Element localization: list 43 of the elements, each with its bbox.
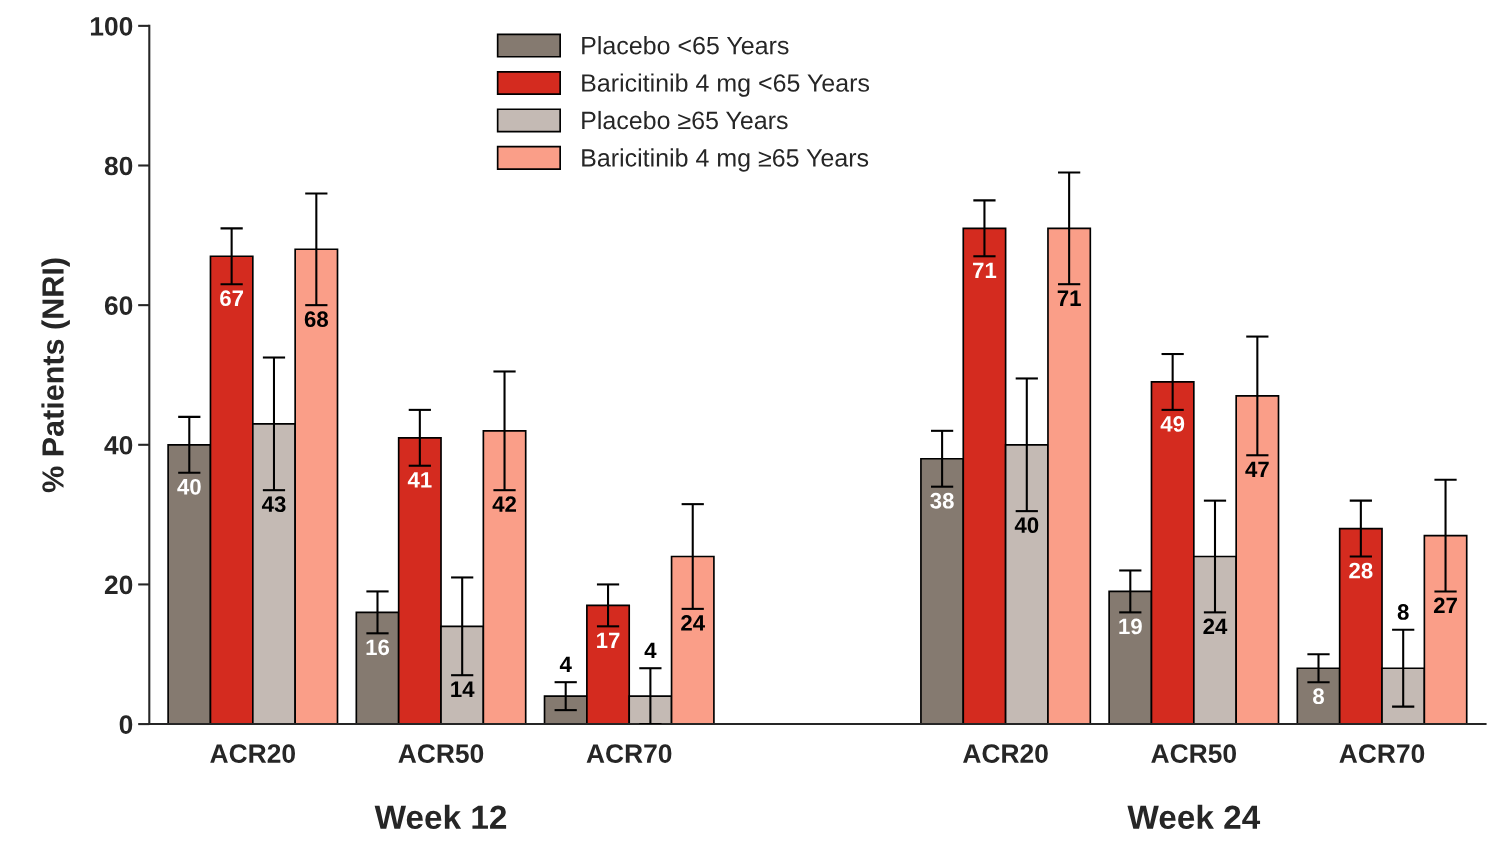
x-tick-label: ACR50: [1151, 744, 1236, 763]
data-label: 4: [644, 642, 657, 659]
data-label: 8: [1313, 688, 1324, 705]
data-label: 28: [1349, 562, 1373, 579]
data-label: 41: [407, 472, 432, 488]
data-label: 38: [930, 492, 954, 509]
y-axis-title: % Patients (NRI): [41, 258, 70, 493]
data-label: 71: [1057, 290, 1081, 306]
data-label: 17: [597, 632, 620, 649]
data-label: 14: [451, 681, 475, 697]
y-tick-label: 80: [104, 156, 133, 176]
data-label: 4: [559, 656, 572, 672]
data-label: 8: [1397, 604, 1409, 620]
y-tick-label: 0: [119, 715, 133, 734]
legend-label: Placebo <65 Years: [582, 36, 789, 55]
data-label: 16: [366, 639, 390, 656]
y-tick-label: 20: [104, 575, 133, 595]
legend-label: Baricitinib 4 mg ≥65 Years: [582, 148, 869, 172]
data-label: 49: [1160, 416, 1185, 432]
data-label: 40: [177, 478, 201, 495]
x-tick-label: ACR70: [586, 744, 672, 763]
data-label: 47: [1245, 461, 1269, 477]
data-label: 43: [261, 496, 286, 513]
data-label: 67: [220, 290, 244, 307]
y-tick-label: 40: [104, 435, 133, 455]
data-label: 71: [973, 262, 997, 278]
data-label: 24: [1203, 618, 1228, 635]
data-label: 40: [1014, 517, 1039, 534]
y-tick-label: 100: [90, 16, 133, 36]
text: Week 12: [374, 804, 507, 830]
data-label: 24: [681, 615, 705, 631]
x-tick-label: ACR20: [963, 744, 1048, 763]
data-label: 27: [1433, 597, 1457, 614]
data-label: 68: [304, 311, 329, 328]
data-label: 42: [492, 496, 516, 512]
legend-label: Placebo ≥65 Years: [582, 110, 788, 130]
data-label: 19: [1119, 618, 1142, 635]
legend-label: Baricitinib 4 mg <65 Years: [582, 73, 870, 97]
x-tick-label: ACR20: [210, 744, 295, 763]
text: Week 24: [1127, 804, 1261, 830]
x-tick-label: ACR70: [1339, 744, 1425, 763]
y-tick-label: 60: [104, 296, 133, 315]
x-tick-label: ACR50: [398, 744, 484, 763]
